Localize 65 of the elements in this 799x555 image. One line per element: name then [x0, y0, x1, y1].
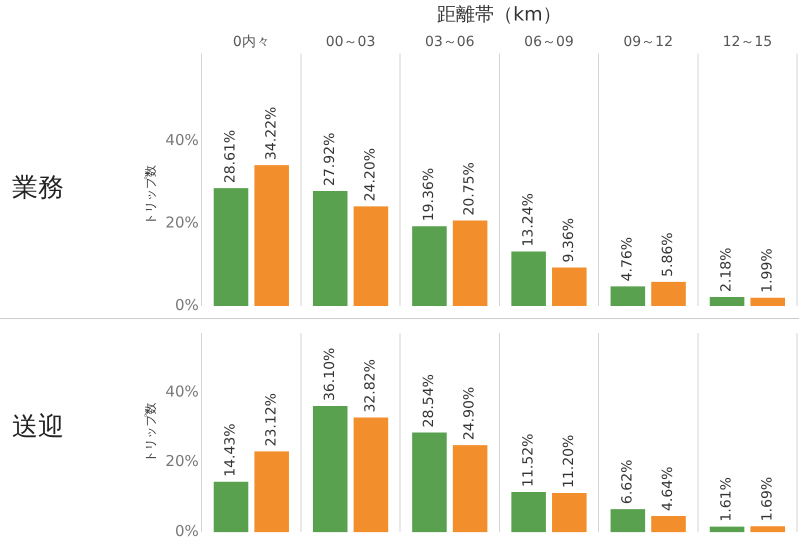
data-label: 14.43% — [222, 423, 239, 477]
data-label: 24.20% — [362, 148, 379, 202]
bar — [511, 251, 546, 306]
y-axis-title: トリップ数 — [143, 164, 158, 225]
data-label: 1.99% — [759, 248, 776, 293]
x-tick-label: 12～15 — [722, 34, 772, 50]
x-tick-label: 0内々 — [232, 34, 270, 50]
bar — [750, 526, 786, 532]
bar — [254, 165, 289, 306]
data-label: 24.90% — [462, 386, 478, 440]
y-tick-label: 0% — [174, 522, 199, 540]
bar — [354, 206, 388, 306]
bar — [750, 298, 786, 306]
bar — [651, 282, 686, 306]
bar — [511, 492, 546, 532]
bar — [610, 286, 646, 306]
data-label: 1.61% — [718, 477, 735, 522]
data-label: 28.61% — [222, 130, 239, 184]
bar — [412, 226, 447, 306]
data-label: 13.24% — [520, 193, 536, 246]
y-tick-label: 40% — [165, 131, 199, 150]
bar — [254, 451, 289, 532]
data-label: 23.12% — [263, 393, 280, 446]
bar — [412, 432, 447, 532]
x-tick-label: 09～12 — [623, 34, 674, 50]
x-tick-label: 00～03 — [326, 34, 376, 50]
text: 送迎 — [12, 411, 64, 444]
data-label: 11.20% — [560, 434, 577, 488]
x-tick-label: 03～06 — [424, 34, 475, 50]
bar — [452, 445, 488, 532]
data-label: 28.54% — [421, 374, 438, 428]
data-label: 36.10% — [322, 348, 338, 402]
data-label: 5.86% — [660, 232, 676, 277]
data-label: 6.62% — [619, 460, 636, 504]
y-tick-label: 20% — [165, 214, 199, 232]
bar — [552, 267, 587, 306]
data-label: 34.22% — [263, 106, 280, 160]
bar — [354, 418, 388, 532]
bar — [552, 493, 587, 532]
y-tick-label: 0% — [174, 296, 199, 314]
data-label: 4.76% — [619, 236, 636, 282]
x-axis-title: 距離帯（km） — [437, 3, 562, 26]
data-label: 2.18% — [718, 248, 735, 292]
data-label: 11.52% — [520, 434, 536, 487]
bar — [214, 482, 248, 532]
bar — [651, 516, 686, 532]
y-tick-label: 20% — [165, 452, 199, 470]
bar — [312, 406, 348, 532]
text: 業務 — [12, 172, 64, 205]
y-axis-title: トリップ数 — [143, 402, 158, 463]
x-tick-label: 06～09 — [524, 34, 574, 50]
bar — [610, 509, 646, 532]
data-label: 27.92% — [322, 132, 338, 186]
bar — [710, 526, 744, 532]
y-tick-label: 40% — [165, 382, 199, 400]
bar — [312, 191, 348, 306]
data-label: 19.36% — [421, 168, 438, 222]
data-label: 4.64% — [660, 466, 676, 511]
data-label: 9.36% — [560, 218, 577, 262]
bar — [452, 220, 488, 306]
data-label: 32.82% — [362, 359, 379, 413]
data-label: 20.75% — [462, 162, 478, 216]
data-label: 1.69% — [759, 476, 776, 522]
bar — [214, 188, 248, 306]
bar — [710, 297, 744, 306]
